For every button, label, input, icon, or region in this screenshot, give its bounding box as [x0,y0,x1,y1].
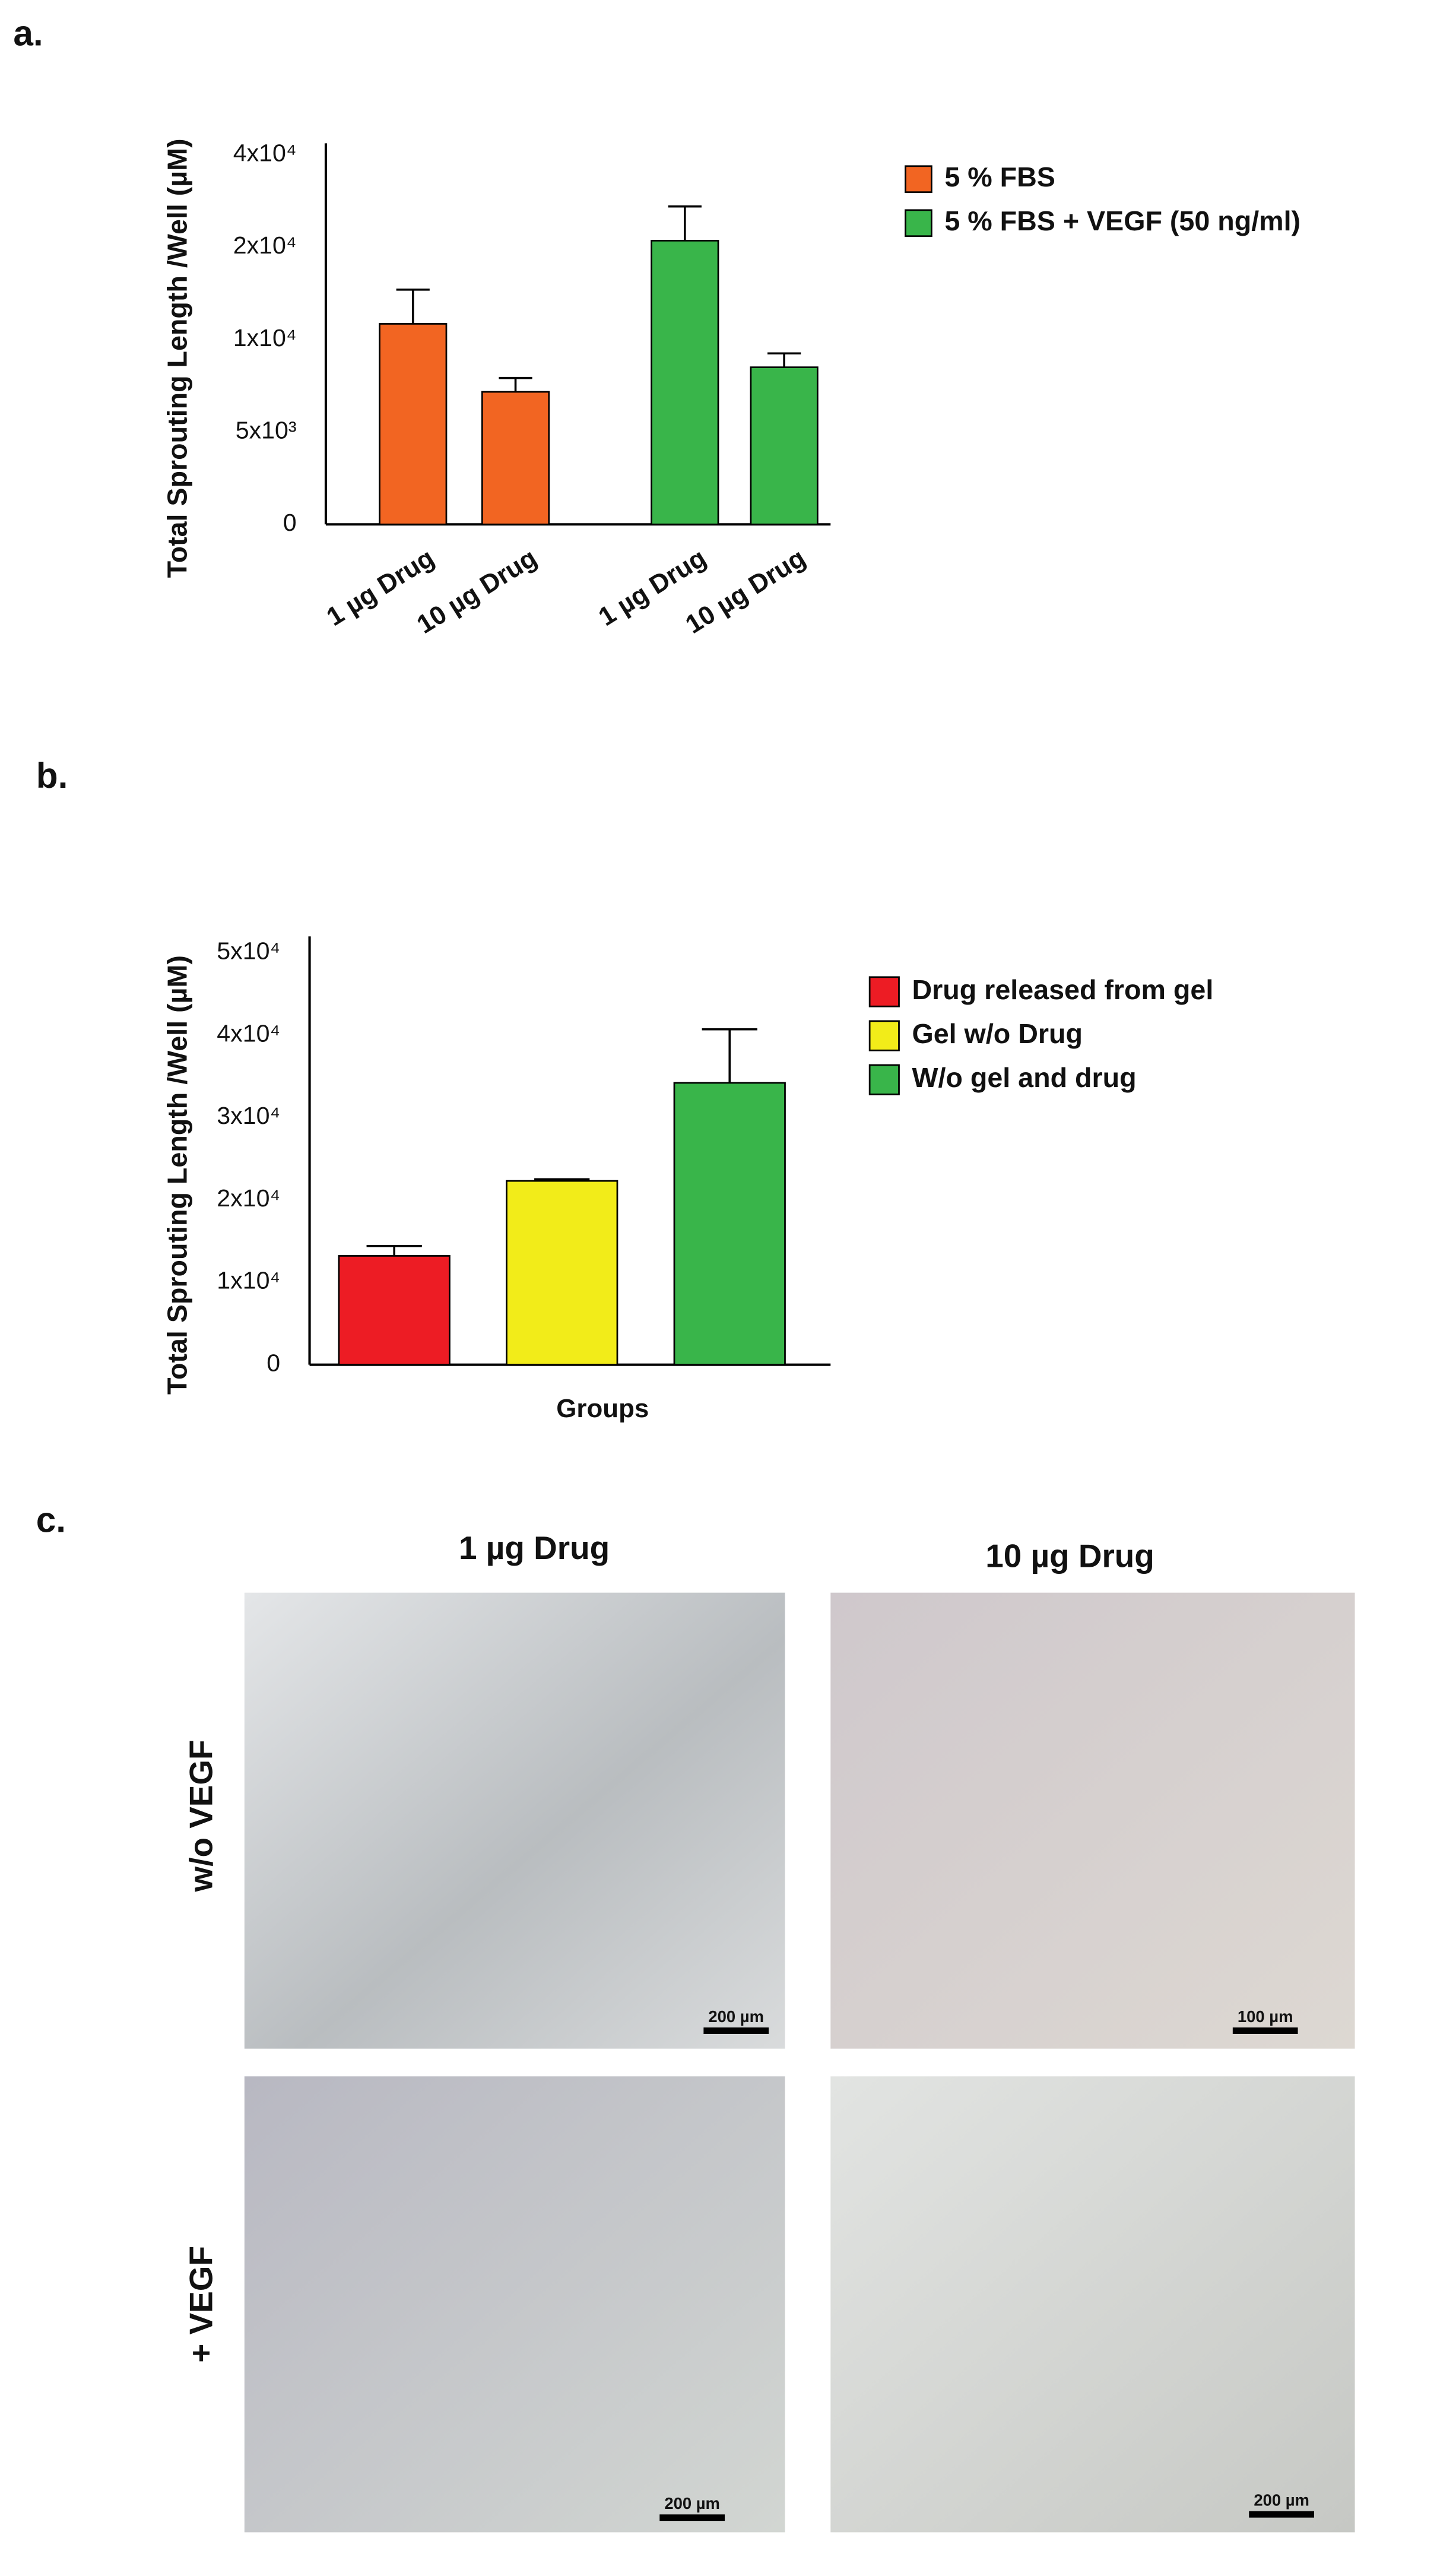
legend-swatch [905,165,932,194]
legend-swatch [868,1020,900,1051]
y-tick-label: 4x10⁴ [233,139,297,166]
y-tick-label: 5x10⁴ [217,937,280,965]
legend-swatch [868,1064,900,1095]
legend-swatch [905,209,932,237]
legend-label: W/o gel and drug [912,1062,1136,1093]
bar [481,391,550,525]
y-tick-label: 5x10³ [236,416,297,443]
column-label: 1 µg Drug [459,1529,610,1566]
y-tick-label: 0 [283,509,297,536]
y-tick-label: 3x10⁴ [217,1102,280,1129]
row-label: w/o VEGF [183,1740,220,1892]
y-axis-label: Total Sprouting Length /Well (µM) [161,138,192,578]
panel-label: c. [36,1500,66,1540]
y-tick-label: 2x10⁴ [233,232,297,259]
y-tick-label: 0 [267,1349,280,1377]
micrograph [244,2076,785,2533]
column-label: 10 µg Drug [985,1538,1154,1574]
x-axis-label: Groups [556,1394,649,1423]
panel-label: b. [36,755,68,796]
row-label: + VEGF [183,2246,220,2363]
scale-label: 200 µm [708,2007,764,2026]
scale-label: 200 µm [664,2494,720,2513]
bar [338,1255,451,1366]
legend-label: Gel w/o Drug [912,1018,1083,1049]
legend-label: 5 % FBS [944,161,1055,192]
panel-label: a. [13,12,43,53]
legend-swatch [868,976,900,1007]
bar [379,323,448,525]
y-axis-label: Total Sprouting Length /Well (µM) [161,955,192,1395]
y-tick-label: 1x10⁴ [233,324,297,351]
bar [673,1082,786,1366]
y-tick-label: 2x10⁴ [217,1184,280,1212]
bar [506,1180,618,1366]
bar [750,366,819,525]
scale-label: 200 µm [1254,2491,1309,2510]
micrograph [244,1592,785,2049]
chart-b: 0 1x10⁴ 2x10⁴ 3x10⁴ 4x10⁴ 5x10⁴ Total Sproutin… [161,936,1213,1423]
bar [651,239,719,525]
micrograph-panel: 1 µg Drug 10 µg Drug w/o VEGF + VEGF 200… [183,1529,1355,2533]
legend-label: Drug released from gel [912,974,1213,1005]
micrograph [830,1592,1355,2049]
y-tick-label: 4x10⁴ [217,1019,280,1047]
y-tick-label: 1x10⁴ [217,1267,280,1294]
legend-label: 5 % FBS + VEGF (50 ng/ml) [944,205,1300,236]
chart-a: 0 5x10³ 1x10⁴ 2x10⁴ 4x10⁴ Total Sprouting Len… [161,138,1300,639]
micrograph [830,2076,1355,2533]
scale-label: 100 µm [1238,2007,1293,2026]
